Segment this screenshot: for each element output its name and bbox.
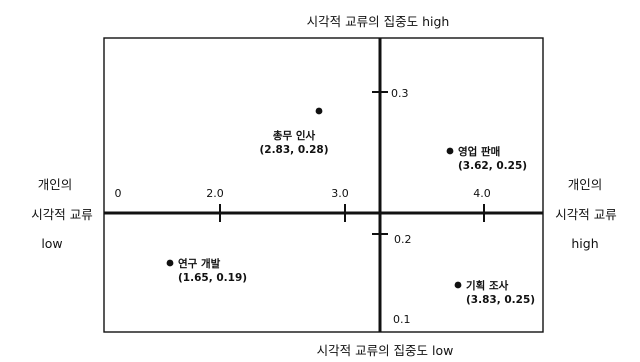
x-tick-label-2: 2.0 — [206, 187, 224, 200]
data-point — [315, 107, 323, 115]
right-label-line-2: 시각적 교류 — [555, 207, 616, 222]
data-point-name: 영업 판매 — [458, 145, 500, 158]
y-tick-label-0.1: 0.1 — [393, 313, 411, 326]
left-label-line-3: low — [41, 236, 62, 251]
y-tick-label-0.3: 0.3 — [391, 87, 409, 100]
right-label-line-1: 개인의 — [568, 177, 603, 192]
data-point-coords: (3.83, 0.25) — [466, 294, 535, 306]
data-point-coords: (1.65, 0.19) — [178, 272, 247, 284]
data-point-name: 연구 개발 — [178, 257, 221, 270]
data-point — [454, 281, 462, 289]
chart-frame — [103, 37, 544, 333]
x-tick-label-3: 3.0 — [331, 187, 349, 200]
data-point — [446, 147, 454, 155]
left-label-line-2: 시각적 교류 — [31, 207, 92, 222]
x-tick-label-0: 0 — [115, 187, 122, 200]
data-point-name: 총무 인사 — [273, 129, 316, 142]
left-label-line-1: 개인의 — [38, 177, 73, 192]
y-tick-label-0.2: 0.2 — [394, 233, 412, 246]
data-point — [166, 259, 174, 267]
data-point-coords: (2.83, 0.28) — [259, 144, 328, 156]
title-top: 시각적 교류의 집중도 high — [307, 14, 450, 29]
x-tick-label-4: 4.0 — [473, 187, 491, 200]
data-point-coords: (3.62, 0.25) — [458, 160, 527, 172]
data-point-name: 기획 조사 — [466, 279, 509, 292]
right-label-line-3: high — [571, 236, 598, 251]
title-bottom: 시각적 교류의 집중도 low — [317, 343, 454, 358]
